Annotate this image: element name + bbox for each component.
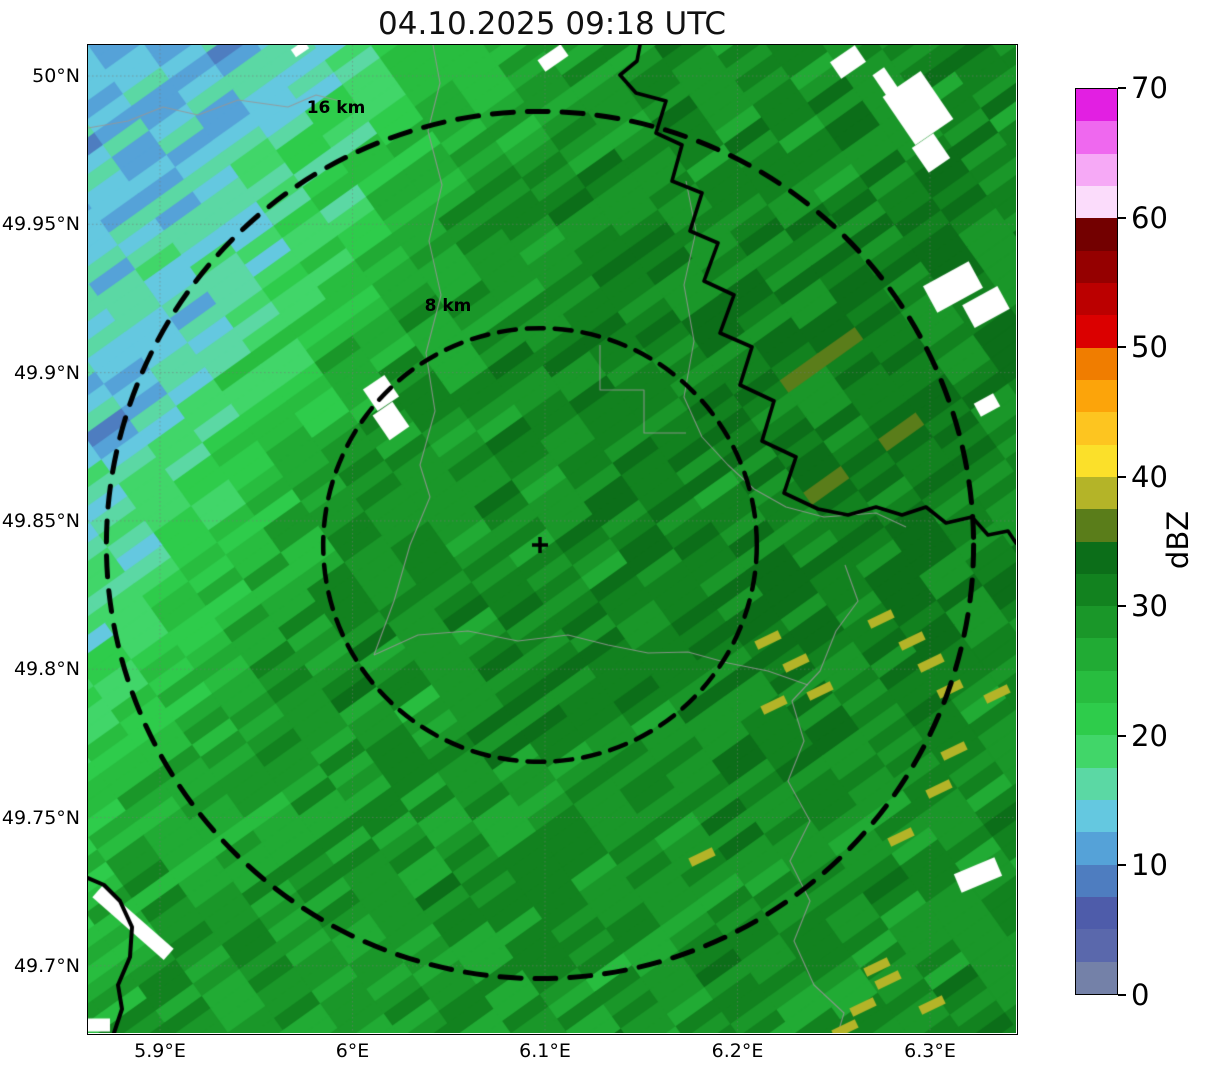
colorbar-segment	[1076, 605, 1117, 639]
x-tick-label: 5.9°E	[134, 1040, 186, 1062]
colorbar-segment	[1076, 217, 1117, 251]
y-tick-label: 49.9°N	[13, 361, 80, 384]
range-ring-16km-label: 16 km	[306, 98, 366, 118]
colorbar-segment	[1076, 961, 1117, 994]
y-tick-label: 49.85°N	[1, 509, 80, 532]
colorbar-tick-label: 20	[1131, 718, 1168, 753]
y-tick-label: 50°N	[32, 65, 80, 87]
figure-title: 04.10.2025 09:18 UTC	[378, 6, 726, 42]
colorbar-segment	[1076, 282, 1117, 316]
x-tick-label: 6°E	[335, 1040, 370, 1062]
colorbar-unit-label: dBZ	[1161, 510, 1195, 570]
colorbar-tick-mark	[1118, 475, 1126, 478]
colorbar-segment	[1076, 831, 1117, 865]
range-ring-8km-label: 8 km	[424, 296, 472, 316]
colorbar-segment	[1076, 379, 1117, 413]
radar-reflectivity-map	[88, 45, 1016, 1033]
colorbar-tick-mark	[1118, 346, 1126, 349]
colorbar-segment	[1076, 767, 1117, 801]
y-tick-label: 49.8°N	[13, 658, 80, 681]
colorbar-tick-label: 60	[1131, 200, 1168, 235]
colorbar-segment	[1076, 314, 1117, 348]
y-tick-label: 49.75°N	[1, 806, 80, 829]
colorbar-tick-label: 50	[1131, 330, 1168, 365]
colorbar-segment	[1076, 799, 1117, 833]
colorbar-tick-mark	[1118, 734, 1126, 737]
x-tick-label: 6.2°E	[711, 1040, 764, 1062]
colorbar-segment	[1076, 702, 1117, 736]
colorbar-segment	[1076, 444, 1117, 477]
x-tick-label: 6.1°E	[519, 1040, 571, 1062]
colorbar-segment	[1076, 120, 1117, 154]
colorbar-tick-label: 40	[1131, 459, 1168, 494]
colorbar-tick-mark	[1118, 864, 1126, 867]
y-tick-label: 49.95°N	[1, 213, 80, 236]
colorbar-tick-label: 70	[1131, 71, 1168, 105]
colorbar-segment	[1076, 508, 1117, 542]
colorbar-tick-label: 10	[1131, 848, 1168, 883]
colorbar-tick-mark	[1118, 994, 1126, 996]
colorbar-segment	[1076, 250, 1117, 283]
colorbar-tick-mark	[1118, 87, 1126, 89]
colorbar-segment	[1076, 896, 1117, 930]
colorbar-segment	[1076, 928, 1117, 962]
colorbar-tick-mark	[1118, 605, 1126, 608]
colorbar-tick-label: 30	[1131, 589, 1168, 624]
colorbar-segment	[1076, 638, 1117, 671]
colorbar-segment	[1076, 411, 1117, 445]
colorbar-segment	[1076, 185, 1117, 219]
colorbar-tick-label: 0	[1131, 978, 1150, 1012]
colorbar-segment	[1076, 153, 1117, 186]
colorbar-segment	[1076, 476, 1117, 510]
colorbar-tick-mark	[1118, 216, 1126, 219]
x-tick-label: 6.3°E	[904, 1040, 956, 1062]
colorbar-segment	[1076, 573, 1117, 607]
colorbar-segment	[1076, 670, 1117, 704]
colorbar-segment	[1076, 734, 1117, 768]
colorbar	[1075, 88, 1118, 995]
colorbar-segment	[1076, 347, 1117, 380]
y-tick-label: 49.7°N	[13, 954, 80, 977]
colorbar-segment	[1076, 864, 1117, 898]
colorbar-segment	[1076, 541, 1117, 574]
colorbar-segment	[1076, 88, 1117, 122]
